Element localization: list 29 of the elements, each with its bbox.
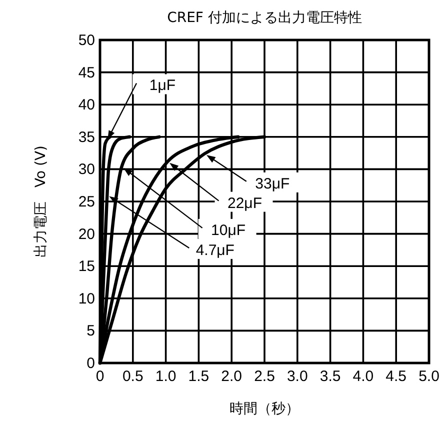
chart-title: CREF 付加による出力電圧特性 bbox=[167, 10, 362, 26]
x-tick-label: 3.5 bbox=[320, 368, 341, 385]
text: 4.7μF bbox=[196, 242, 234, 259]
y-tick-label: 50 bbox=[78, 32, 95, 49]
y-tick-label: 45 bbox=[78, 64, 95, 82]
x-tick-label: 5.0 bbox=[418, 368, 440, 385]
text: 33μF bbox=[255, 175, 290, 192]
y-tick-label: 0 bbox=[86, 355, 95, 372]
x-tick-label: 4.5 bbox=[386, 368, 407, 385]
x-tick-label: 4.0 bbox=[352, 368, 374, 385]
text: 1μF bbox=[149, 77, 176, 94]
x-axis-title: 時間（秒） bbox=[230, 401, 300, 417]
y-tick-label: 15 bbox=[78, 258, 95, 276]
y-tick-label: 35 bbox=[78, 128, 95, 146]
x-tick-label: 1.0 bbox=[155, 368, 176, 385]
x-tick-label: 0.5 bbox=[122, 368, 144, 385]
y-tick-label: 10 bbox=[78, 290, 95, 308]
x-tick-label: 2.5 bbox=[254, 368, 275, 385]
x-tick-label: 1.5 bbox=[188, 368, 210, 385]
y-tick-label: 40 bbox=[78, 96, 95, 114]
x-tick-label: 2.0 bbox=[221, 368, 242, 385]
x-tick-label: 3.0 bbox=[286, 368, 308, 385]
y-tick-label: 30 bbox=[78, 161, 95, 178]
y-tick-label: 20 bbox=[78, 226, 95, 243]
text: 10μF bbox=[211, 222, 246, 239]
y-axis-title: 出力電圧 Vo (V) bbox=[33, 145, 49, 258]
legend-label: 22μF bbox=[228, 194, 262, 212]
y-tick-label: 25 bbox=[78, 194, 95, 210]
y-tick-label: 5 bbox=[86, 322, 95, 340]
